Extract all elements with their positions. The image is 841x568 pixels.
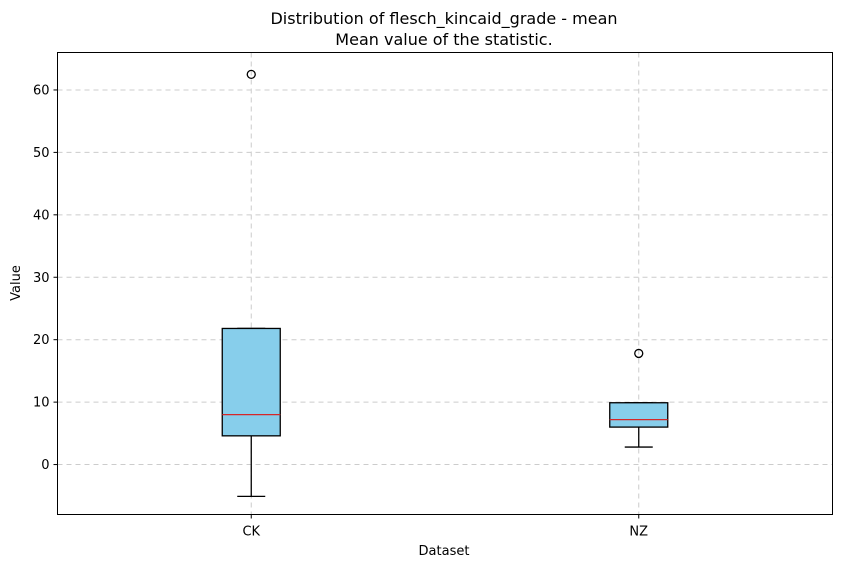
outlier-point	[634, 348, 644, 359]
x-tick-label: CK	[242, 525, 260, 540]
box-group-ck	[221, 69, 281, 498]
chart-title-line2: Mean value of the statistic.	[335, 30, 552, 49]
box-group-nz	[609, 348, 669, 448]
box-layer	[221, 69, 669, 498]
x-axis-label: Dataset	[419, 544, 470, 559]
y-tick-label: 40	[33, 208, 50, 223]
y-tick-label: 60	[33, 83, 50, 98]
chart-title-line1: Distribution of flesch_kincaid_grade - m…	[270, 9, 617, 29]
y-axis-label: Value	[9, 265, 24, 301]
plot-frame	[57, 52, 833, 515]
grid-layer	[57, 52, 833, 515]
y-tick-label: 30	[33, 271, 50, 286]
y-tick-label: 20	[33, 333, 50, 348]
y-tick-label: 10	[33, 396, 50, 411]
x-tick-label: NZ	[629, 525, 648, 540]
y-tick-label: 50	[33, 146, 50, 161]
iqr-box	[221, 327, 281, 437]
y-tick-label: 0	[41, 458, 49, 473]
outlier-point	[246, 69, 256, 80]
iqr-box	[609, 402, 669, 428]
axis-layer: 0 10 20 30 40 50 60 CK NZ	[33, 83, 648, 539]
